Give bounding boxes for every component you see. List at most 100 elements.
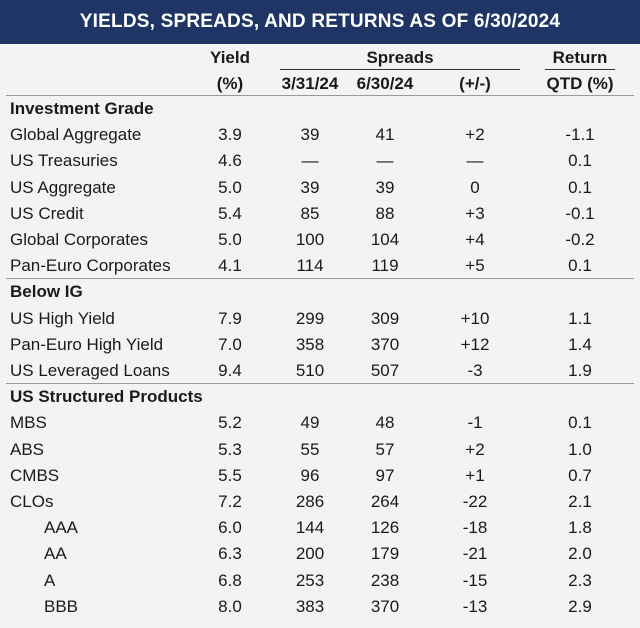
cell-spread-change: +1 xyxy=(465,465,485,485)
section-header: Investment Grade xyxy=(10,99,154,118)
cell-return-qtd: 1.4 xyxy=(568,334,592,354)
cell-yield: 5.0 xyxy=(218,177,242,197)
cell-spread-q1: 510 xyxy=(295,361,325,380)
cell-spread-q1: 100 xyxy=(295,230,325,249)
table-row: US Aggregate 5.0 39 39 0 0.1 xyxy=(0,175,640,201)
cell-spread-q1: 383 xyxy=(295,596,325,616)
row-name: AA xyxy=(44,544,67,564)
cell-spread-q1: 299 xyxy=(295,308,325,328)
cell-return-qtd: 0.7 xyxy=(568,465,592,485)
cell-spread-q1: 96 xyxy=(300,465,320,485)
cell-spread-change: -22 xyxy=(462,492,488,511)
cell-spread-q2: 370 xyxy=(370,596,400,616)
cell-spread-change: +3 xyxy=(465,203,485,223)
cell-yield: 4.6 xyxy=(218,151,242,171)
cell-return-qtd: -0.1 xyxy=(565,203,595,223)
cell-spread-q2: 39 xyxy=(375,177,395,197)
table-row: US High Yield 7.9 299 309 +10 1.1 xyxy=(0,306,640,332)
cell-spread-q2: 48 xyxy=(375,413,395,433)
cell-yield: 6.8 xyxy=(218,570,242,590)
cell-return-qtd: 1.8 xyxy=(568,518,592,538)
cell-return-qtd: 0.1 xyxy=(568,177,592,197)
row-name: AAA xyxy=(44,518,79,538)
cell-yield: 5.3 xyxy=(218,439,242,459)
cell-spread-q2: 126 xyxy=(370,518,400,538)
cell-return-qtd: 0.1 xyxy=(568,256,592,276)
cell-spread-q1: 39 xyxy=(300,177,320,197)
cell-spread-change: -21 xyxy=(462,544,488,564)
cell-yield: 8.0 xyxy=(218,596,242,616)
cell-return-qtd: -0.2 xyxy=(565,230,595,249)
cell-yield: 7.2 xyxy=(218,492,242,511)
cell-spread-q1: 253 xyxy=(295,570,325,590)
cell-spread-q1: — xyxy=(301,151,319,171)
cell-spread-change: +12 xyxy=(460,334,490,354)
cell-yield: 5.4 xyxy=(218,203,242,223)
cell-yield: 4.1 xyxy=(218,256,242,276)
section-divider xyxy=(6,278,634,280)
cell-return-qtd: 0.1 xyxy=(568,413,592,433)
cell-yield: 6.3 xyxy=(218,544,242,564)
spreads-underline xyxy=(280,69,520,70)
cell-return-qtd: 1.9 xyxy=(568,361,592,380)
cell-spread-change: — xyxy=(466,151,484,171)
cell-spread-q2: 57 xyxy=(375,439,395,459)
cell-return-qtd: 1.0 xyxy=(568,439,592,459)
header-return-qtd: QTD (%) xyxy=(546,74,614,93)
cell-spread-q1: 49 xyxy=(300,413,320,433)
cell-spread-q1: 55 xyxy=(300,439,320,459)
row-name: Global Aggregate xyxy=(10,125,142,145)
cell-spread-q2: 88 xyxy=(375,203,395,223)
cell-return-qtd: 2.1 xyxy=(568,492,592,511)
cell-spread-change: +2 xyxy=(465,439,485,459)
section-divider xyxy=(6,383,634,385)
header-spread-change: (+/-) xyxy=(459,74,491,93)
cell-spread-change: -18 xyxy=(462,518,488,538)
cell-spread-change: 0 xyxy=(470,177,480,197)
row-name: MBS xyxy=(10,413,47,433)
cell-yield: 5.0 xyxy=(218,230,242,249)
data-table: Yield (%) Spreads 3/31/24 6/30/24 (+/-) … xyxy=(0,44,640,628)
header-yield-unit: (%) xyxy=(216,74,244,93)
row-name: A xyxy=(44,570,56,590)
table-row: A 6.8 253 238 -15 2.3 xyxy=(0,568,640,594)
section-divider xyxy=(6,95,634,96)
cell-spread-change: -3 xyxy=(467,361,483,380)
header-spread-q1: 3/31/24 xyxy=(281,74,339,93)
cell-spread-q1: 358 xyxy=(295,334,325,354)
cell-spread-q2: 370 xyxy=(370,334,400,354)
row-name: Pan-Euro Corporates xyxy=(10,256,171,276)
section-header: US Structured Products xyxy=(10,387,203,407)
table-row: MBS 5.2 49 48 -1 0.1 xyxy=(0,410,640,436)
row-name: Global Corporates xyxy=(10,230,148,249)
table-row: US Treasuries 4.6 — — — 0.1 xyxy=(0,148,640,174)
row-name: ABS xyxy=(10,439,45,459)
cell-spread-q2: — xyxy=(376,151,394,171)
cell-spread-q2: 309 xyxy=(370,308,400,328)
cell-spread-q1: 85 xyxy=(300,203,320,223)
header-spreads: Spreads xyxy=(366,48,434,67)
table-row: Global Aggregate 3.9 39 41 +2 -1.1 xyxy=(0,122,640,148)
table-row: ABS 5.3 55 57 +2 1.0 xyxy=(0,437,640,463)
cell-spread-q2: 179 xyxy=(370,544,400,564)
header-spread-q2: 6/30/24 xyxy=(356,74,414,93)
cell-return-qtd: 2.9 xyxy=(568,596,592,616)
cell-spread-q1: 144 xyxy=(295,518,325,538)
table-row: BBB 8.0 383 370 -13 2.9 xyxy=(0,594,640,620)
cell-spread-change: -15 xyxy=(462,570,488,590)
cell-return-qtd: 2.3 xyxy=(568,570,592,590)
cell-yield: 9.4 xyxy=(218,361,242,380)
cell-spread-q2: 119 xyxy=(371,256,399,276)
table-row: AA 6.3 200 179 -21 2.0 xyxy=(0,541,640,567)
table-row: Global Corporates 5.0 100 104 +4 -0.2 xyxy=(0,227,640,253)
cell-spread-q1: 114 xyxy=(296,256,324,276)
table-row: US Leveraged Loans 9.4 510 507 -3 1.9 xyxy=(0,358,640,384)
cell-yield: 5.5 xyxy=(218,465,242,485)
row-name: US Aggregate xyxy=(10,177,116,197)
row-name: CLOs xyxy=(10,492,54,511)
cell-spread-change: -13 xyxy=(462,596,488,616)
cell-return-qtd: 2.0 xyxy=(568,544,592,564)
row-name: CMBS xyxy=(10,465,60,485)
cell-spread-change: +5 xyxy=(465,256,485,276)
cell-spread-q2: 41 xyxy=(375,125,395,145)
